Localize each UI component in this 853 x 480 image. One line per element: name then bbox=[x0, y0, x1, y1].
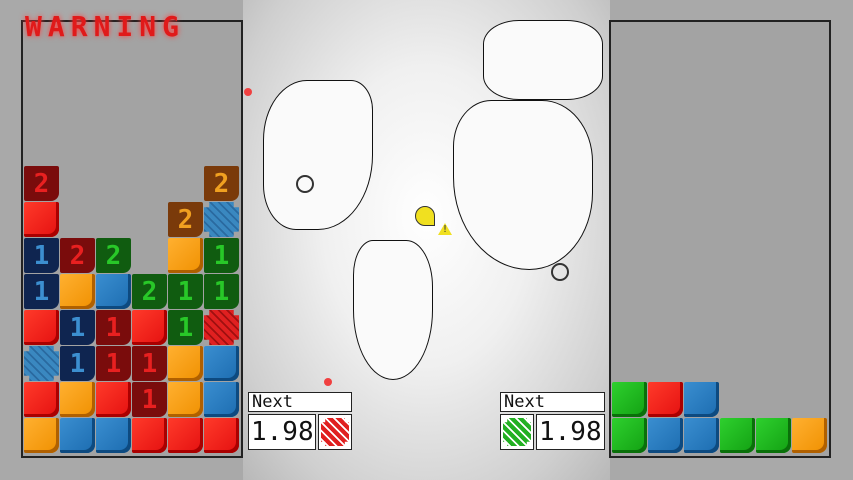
empty-cell bbox=[96, 202, 131, 237]
numbered-block: 1 bbox=[132, 346, 167, 381]
block bbox=[60, 382, 95, 417]
numbered-block: 1 bbox=[60, 346, 95, 381]
empty-cell bbox=[132, 166, 167, 201]
block bbox=[720, 418, 755, 453]
numbered-block: 2 bbox=[96, 238, 131, 273]
numbered-block: 1 bbox=[60, 310, 95, 345]
europe bbox=[483, 20, 603, 100]
empty-cell bbox=[60, 202, 95, 237]
block bbox=[24, 202, 59, 237]
block bbox=[168, 418, 203, 453]
empty-cell bbox=[168, 166, 203, 201]
empty-cell bbox=[792, 382, 827, 417]
block bbox=[792, 418, 827, 453]
location-marker bbox=[296, 175, 314, 193]
empty-cell bbox=[720, 382, 755, 417]
block bbox=[96, 382, 131, 417]
warning-icon: ! bbox=[438, 223, 452, 235]
block bbox=[648, 418, 683, 453]
block bbox=[684, 382, 719, 417]
block bbox=[24, 418, 59, 453]
garbage-block bbox=[204, 310, 239, 345]
africa bbox=[453, 100, 593, 270]
empty-cell bbox=[756, 382, 791, 417]
numbered-block: 2 bbox=[168, 202, 203, 237]
block bbox=[204, 346, 239, 381]
block bbox=[96, 418, 131, 453]
garbage-piece-icon bbox=[321, 418, 349, 446]
radar-icon bbox=[415, 206, 435, 226]
left-next-value: 1.98 bbox=[248, 414, 316, 450]
block bbox=[168, 238, 203, 273]
numbered-block: 1 bbox=[96, 346, 131, 381]
numbered-block: 2 bbox=[132, 274, 167, 309]
block bbox=[60, 418, 95, 453]
block bbox=[168, 346, 203, 381]
block bbox=[132, 310, 167, 345]
block bbox=[648, 382, 683, 417]
block bbox=[612, 382, 647, 417]
block bbox=[24, 382, 59, 417]
right-grid bbox=[611, 382, 828, 454]
right-next-piece bbox=[500, 414, 534, 450]
location-marker bbox=[551, 263, 569, 281]
numbered-block: 2 bbox=[60, 238, 95, 273]
block bbox=[204, 418, 239, 453]
empty-cell bbox=[132, 238, 167, 273]
block bbox=[60, 274, 95, 309]
garbage-block bbox=[204, 202, 239, 237]
numbered-block: 1 bbox=[24, 274, 59, 309]
numbered-block: 1 bbox=[96, 310, 131, 345]
block bbox=[168, 382, 203, 417]
left-next-piece bbox=[318, 414, 352, 450]
garbage-block bbox=[24, 346, 59, 381]
block bbox=[204, 382, 239, 417]
numbered-block: 2 bbox=[204, 166, 239, 201]
numbered-block: 1 bbox=[204, 274, 239, 309]
empty-cell bbox=[132, 202, 167, 237]
marker-dot bbox=[324, 378, 332, 386]
empty-cell bbox=[96, 166, 131, 201]
numbered-block: 1 bbox=[204, 238, 239, 273]
garbage-piece-icon bbox=[503, 418, 531, 446]
numbered-block: 2 bbox=[24, 166, 59, 201]
numbered-block: 1 bbox=[24, 238, 59, 273]
block bbox=[756, 418, 791, 453]
left-next-label: Next bbox=[248, 392, 352, 412]
marker-dot bbox=[244, 88, 252, 96]
warning-banner: WARNING bbox=[25, 10, 186, 43]
north-america bbox=[263, 80, 373, 230]
numbered-block: 1 bbox=[132, 382, 167, 417]
block bbox=[132, 418, 167, 453]
south-america bbox=[353, 240, 433, 380]
block bbox=[612, 418, 647, 453]
right-next-label: Next bbox=[500, 392, 605, 412]
block bbox=[24, 310, 59, 345]
empty-cell bbox=[60, 166, 95, 201]
right-board bbox=[609, 20, 831, 458]
block bbox=[684, 418, 719, 453]
numbered-block: 1 bbox=[168, 310, 203, 345]
numbered-block: 1 bbox=[168, 274, 203, 309]
right-next-value: 1.98 bbox=[536, 414, 605, 450]
block bbox=[96, 274, 131, 309]
